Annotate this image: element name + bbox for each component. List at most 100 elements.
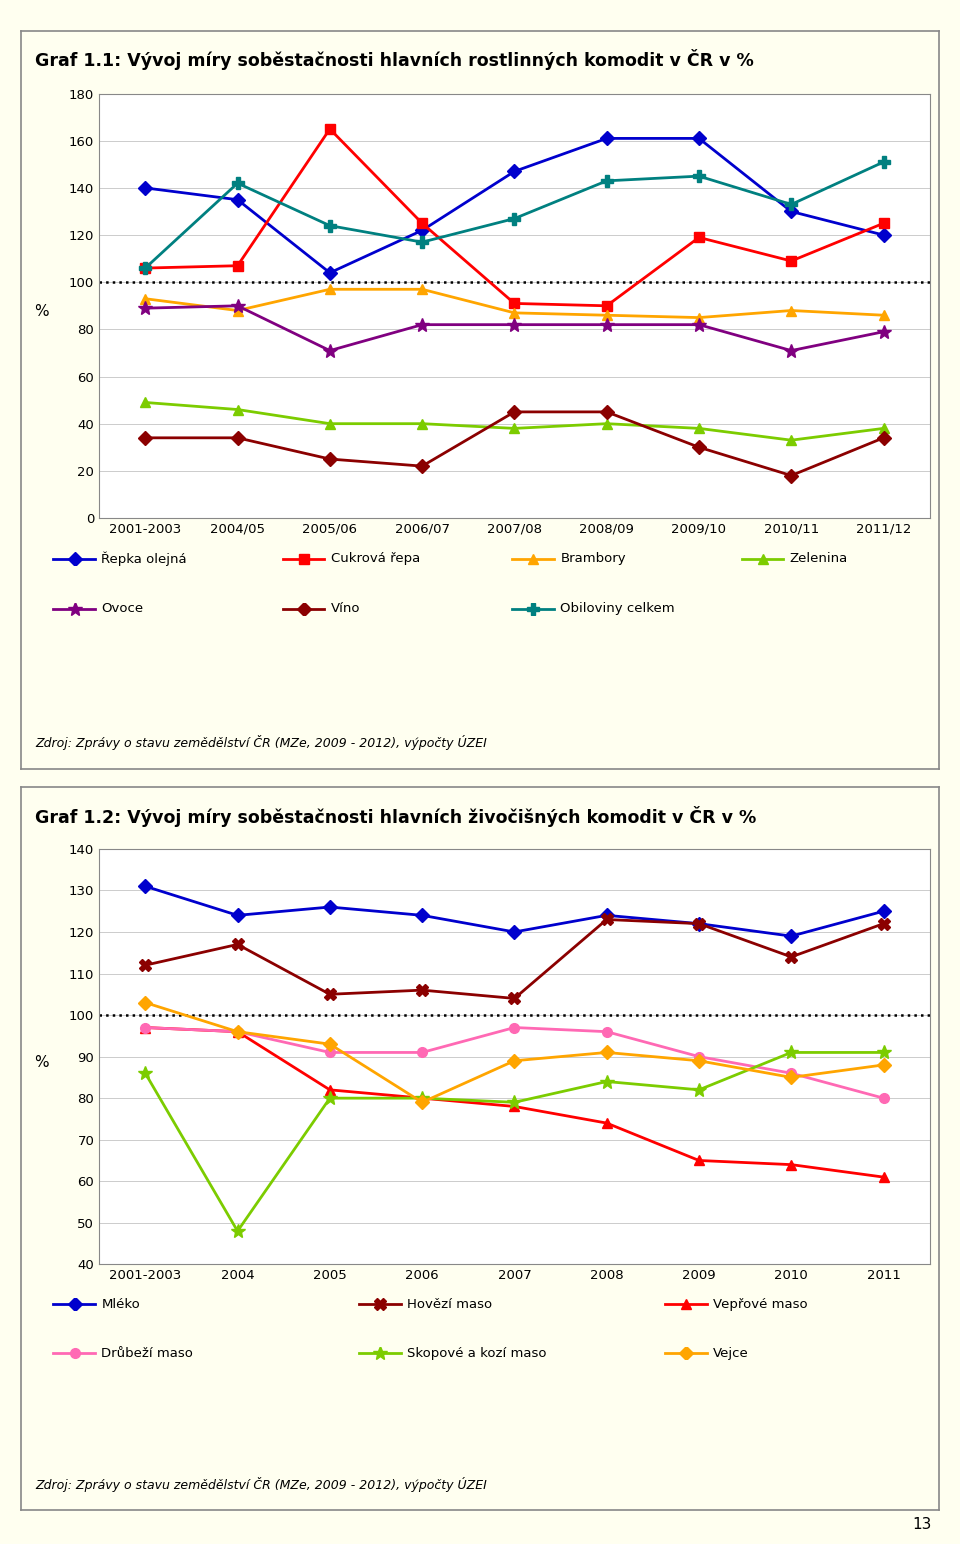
Drůbeží maso [693, 1047, 705, 1065]
Text: Zdroj: Zprávy o stavu zemědělství ČR (MZe, 2009 - 2012), výpočty ÚZEI: Zdroj: Zprávy o stavu zemědělství ČR (MZ… [35, 1478, 487, 1492]
Mléko [231, 906, 243, 925]
Line: Mléko: Mléko [140, 882, 888, 940]
Vepřové maso [509, 1098, 520, 1116]
Hovězí maso [693, 914, 705, 933]
Drůbeží maso [601, 1022, 612, 1041]
Brambory [601, 306, 612, 324]
Line: Víno: Víno [140, 408, 888, 480]
Brambory [877, 306, 889, 324]
Zelenina [509, 418, 520, 437]
Řepka olejná [785, 202, 797, 221]
Text: Skopové a kozí maso: Skopové a kozí maso [407, 1346, 547, 1360]
Zelenina [324, 414, 336, 432]
Text: Ovoce: Ovoce [102, 602, 144, 615]
Ovoce [139, 300, 151, 318]
Line: Skopové a kozí maso: Skopové a kozí maso [138, 1045, 891, 1238]
Brambory [417, 279, 428, 298]
Brambory [785, 301, 797, 320]
Vepřové maso [877, 1167, 889, 1186]
Ovoce [601, 315, 612, 334]
Skopové a kozí maso [417, 1089, 428, 1107]
Mléko [509, 923, 520, 942]
Řepka olejná [139, 179, 151, 198]
Brambory [509, 304, 520, 323]
Obiloviny celkem [324, 216, 336, 235]
Skopové a kozí maso [139, 1064, 151, 1082]
Obiloviny celkem [601, 171, 612, 190]
Line: Vepřové maso: Vepřové maso [140, 1022, 888, 1183]
Skopové a kozí maso [785, 1044, 797, 1062]
Vepřové maso [324, 1081, 336, 1099]
Cukrová řepa [785, 252, 797, 270]
Line: Řepka olejná: Řepka olejná [140, 133, 888, 278]
Hovězí maso [877, 914, 889, 933]
Mléko [785, 926, 797, 945]
Text: 13: 13 [912, 1516, 931, 1532]
Víno [139, 429, 151, 448]
Cukrová řepa [139, 259, 151, 278]
Text: Vejce: Vejce [713, 1346, 749, 1360]
Text: Graf 1.2: Vývoj míry soběstačnosti hlavních živočišných komodit v ČR v %: Graf 1.2: Vývoj míry soběstačnosti hlavn… [35, 806, 756, 826]
Hovězí maso [601, 911, 612, 929]
Ovoce [693, 315, 705, 334]
Vejce [509, 1051, 520, 1070]
Text: Obiloviny celkem: Obiloviny celkem [561, 602, 675, 615]
Brambory [693, 309, 705, 327]
Ovoce [509, 315, 520, 334]
Cukrová řepa [509, 295, 520, 313]
Hovězí maso [417, 980, 428, 999]
Skopové a kozí maso [324, 1089, 336, 1107]
Drůbeží maso [785, 1064, 797, 1082]
Zelenina [601, 414, 612, 432]
Brambory [139, 289, 151, 307]
Text: %: % [34, 1055, 49, 1070]
Zelenina [417, 414, 428, 432]
Line: Cukrová řepa: Cukrová řepa [140, 124, 888, 310]
Brambory [324, 279, 336, 298]
Cukrová řepa [417, 215, 428, 233]
Řepka olejná [877, 225, 889, 244]
Hovězí maso [785, 948, 797, 967]
Vejce [139, 993, 151, 1011]
Text: Hovězí maso: Hovězí maso [407, 1297, 492, 1311]
Skopové a kozí maso [601, 1072, 612, 1090]
Obiloviny celkem [693, 167, 705, 185]
Vejce [324, 1034, 336, 1053]
Ovoce [417, 315, 428, 334]
Víno [231, 429, 243, 448]
Line: Vejce: Vejce [140, 997, 888, 1107]
Zelenina [785, 431, 797, 449]
Vejce [417, 1093, 428, 1112]
Text: Graf 1.1: Vývoj míry soběstačnosti hlavních rostlinných komodit v ČR v %: Graf 1.1: Vývoj míry soběstačnosti hlavn… [35, 49, 754, 71]
Drůbeží maso [324, 1044, 336, 1062]
Skopové a kozí maso [509, 1093, 520, 1112]
Line: Drůbeží maso: Drůbeží maso [140, 1022, 888, 1102]
Drůbeží maso [139, 1017, 151, 1036]
Vejce [601, 1044, 612, 1062]
Víno [877, 429, 889, 448]
Text: Vepřové maso: Vepřové maso [713, 1297, 808, 1311]
Řepka olejná [324, 264, 336, 283]
Vepřové maso [139, 1017, 151, 1036]
Mléko [877, 902, 889, 920]
Hovězí maso [324, 985, 336, 1004]
Skopové a kozí maso [877, 1044, 889, 1062]
Vepřové maso [601, 1113, 612, 1132]
Obiloviny celkem [231, 174, 243, 193]
Mléko [139, 877, 151, 896]
Cukrová řepa [877, 215, 889, 233]
Line: Brambory: Brambory [140, 284, 888, 323]
Řepka olejná [231, 190, 243, 208]
Ovoce [324, 341, 336, 360]
Vepřové maso [417, 1089, 428, 1107]
Skopové a kozí maso [231, 1221, 243, 1240]
Ovoce [231, 296, 243, 315]
Drůbeží maso [877, 1089, 889, 1107]
Text: Víno: Víno [331, 602, 360, 615]
Řepka olejná [693, 130, 705, 148]
Cukrová řepa [601, 296, 612, 315]
Zelenina [231, 400, 243, 418]
Line: Obiloviny celkem: Obiloviny celkem [140, 156, 889, 273]
Vepřové maso [785, 1155, 797, 1173]
Ovoce [877, 323, 889, 341]
